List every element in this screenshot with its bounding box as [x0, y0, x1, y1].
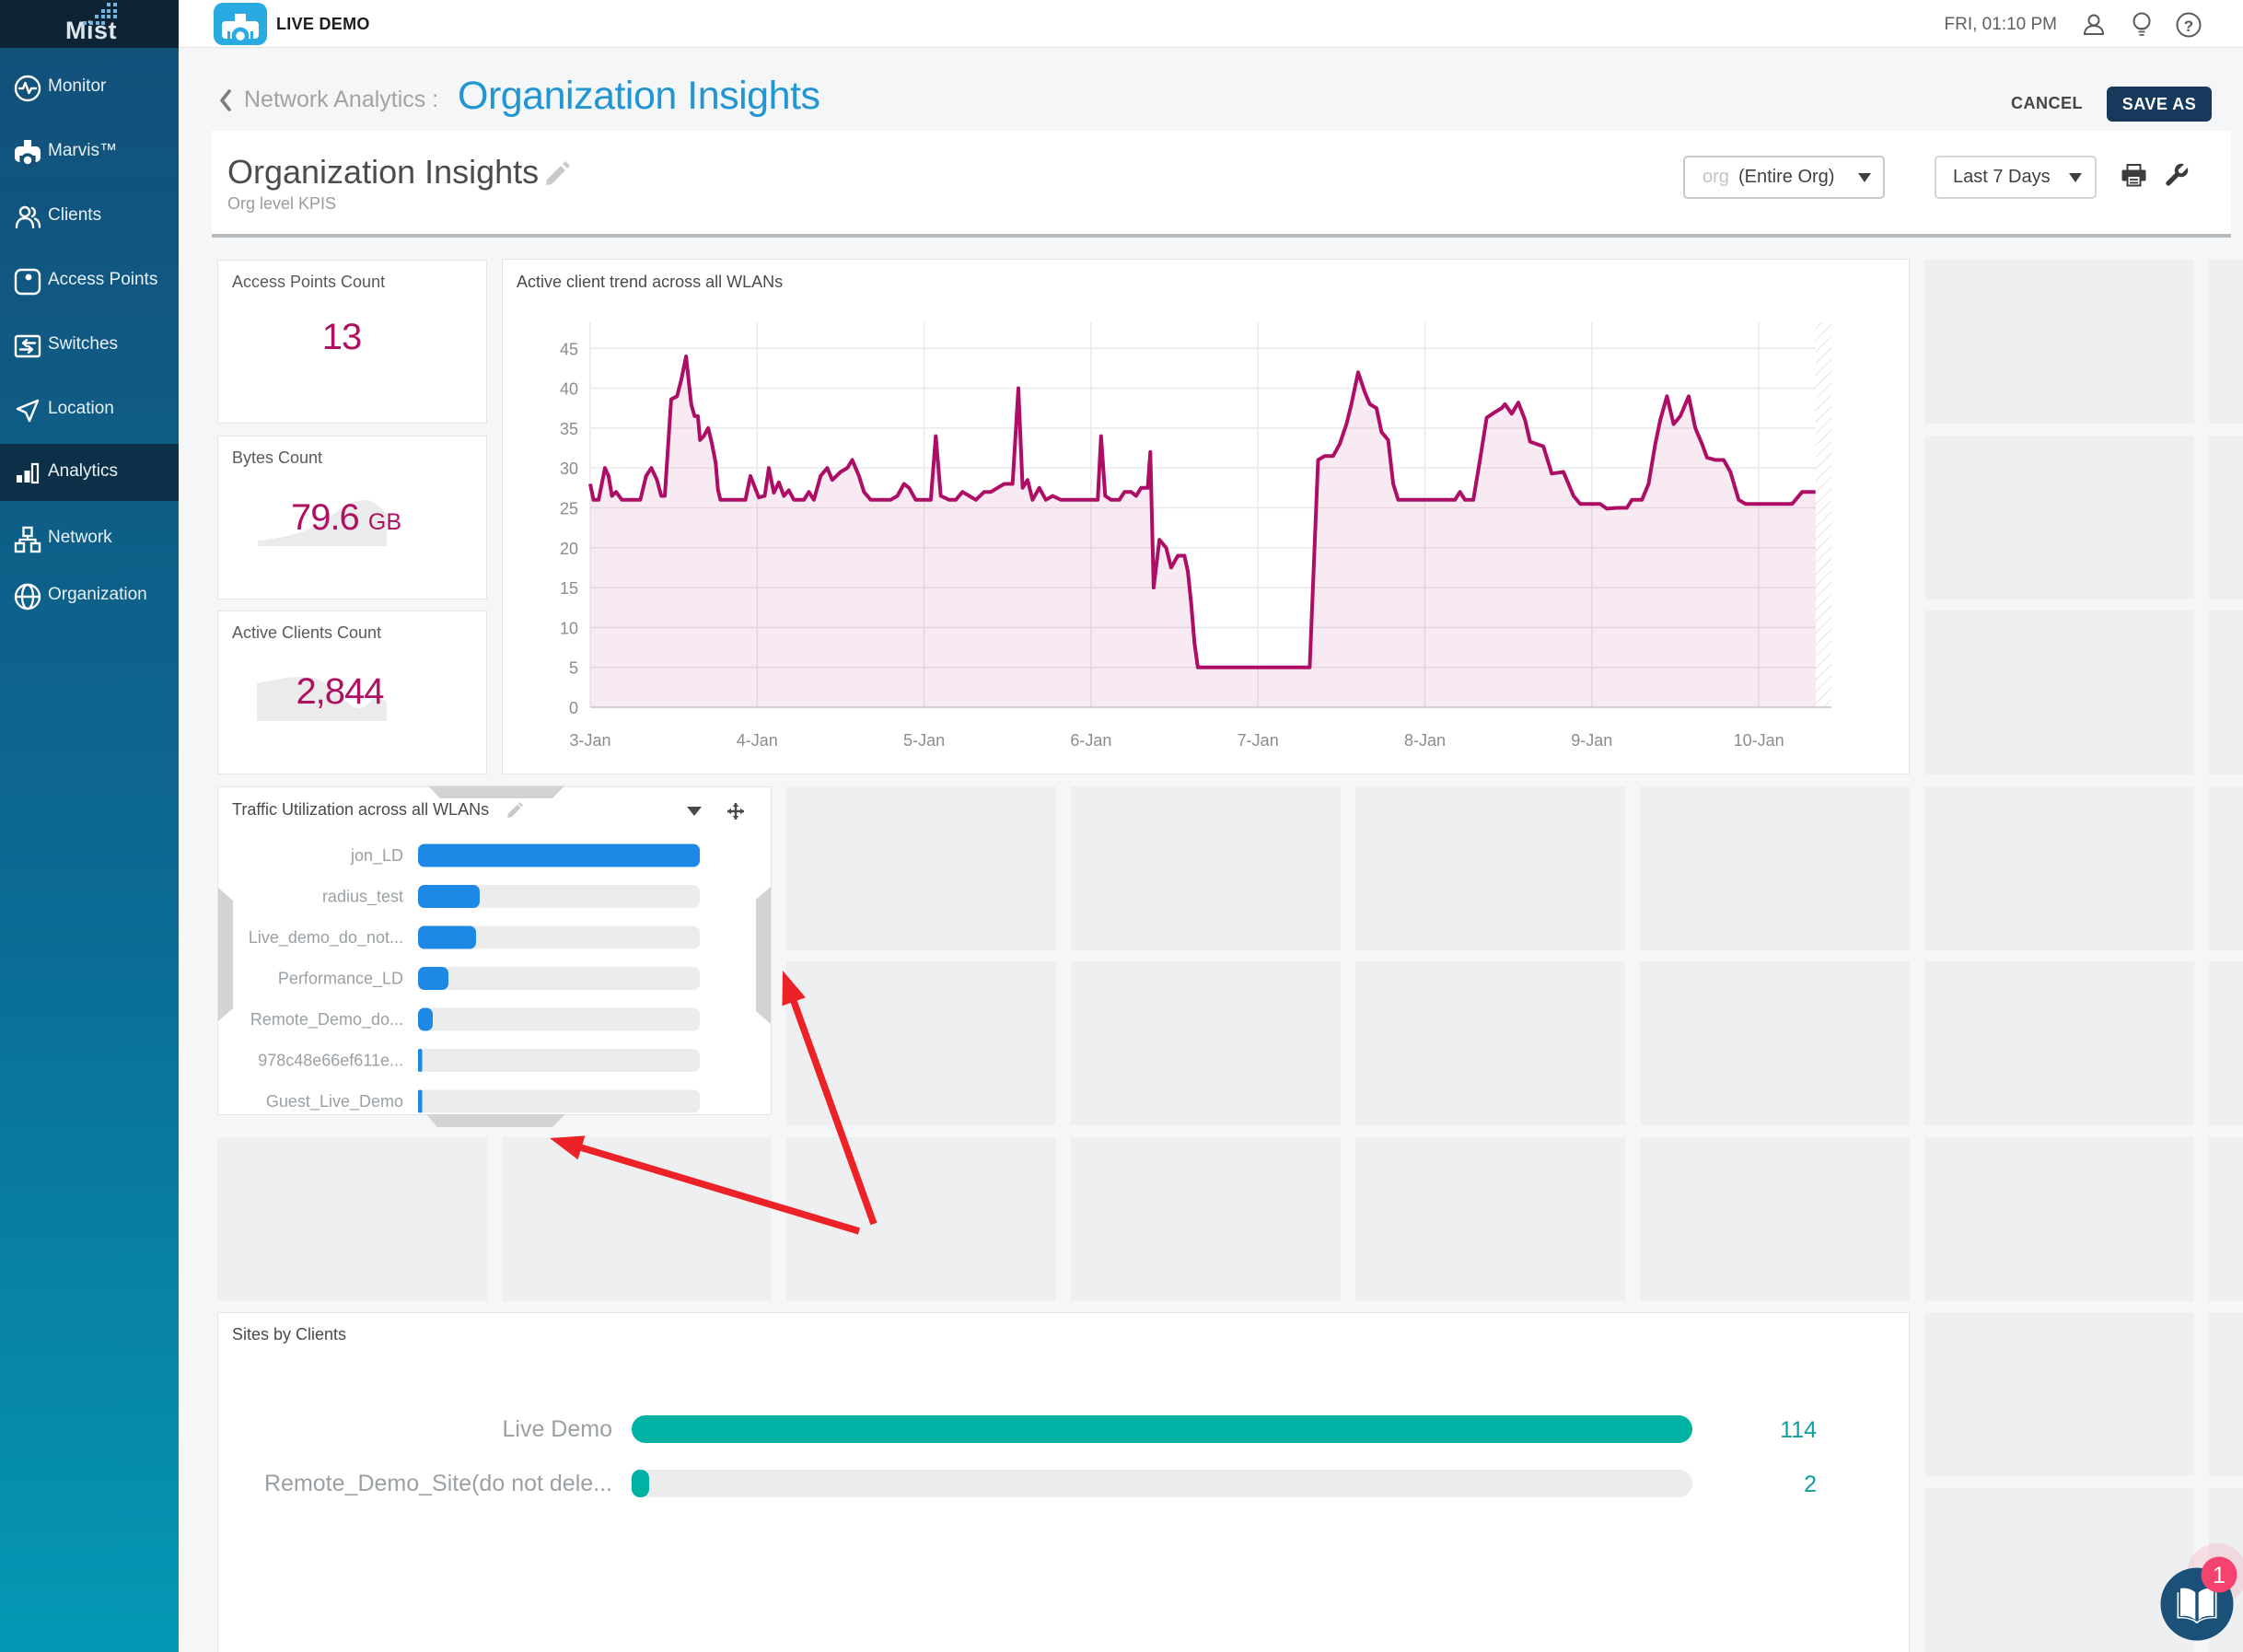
svg-text:Sites by Clients: Sites by Clients: [232, 1325, 346, 1344]
svg-text:40: 40: [560, 380, 578, 399]
svg-text:Live Demo: Live Demo: [503, 1416, 613, 1442]
svg-text:radius_test: radius_test: [322, 887, 403, 906]
svg-text:30: 30: [560, 460, 578, 478]
svg-text:25: 25: [560, 500, 578, 518]
svg-text:114: 114: [1780, 1417, 1817, 1443]
svg-text:5-Jan: 5-Jan: [903, 731, 945, 750]
svg-text:15: 15: [560, 579, 578, 598]
svg-text:Remote_Demo_do...: Remote_Demo_do...: [250, 1010, 403, 1030]
svg-text:35: 35: [560, 420, 578, 438]
svg-text:8-Jan: 8-Jan: [1404, 731, 1446, 750]
svg-text:5: 5: [569, 659, 578, 678]
svg-text:Remote_Demo_Site(do not dele..: Remote_Demo_Site(do not dele...: [264, 1471, 612, 1496]
svg-text:?: ?: [2184, 17, 2193, 35]
svg-text:1: 1: [2213, 1563, 2226, 1588]
svg-text:10: 10: [560, 619, 578, 637]
svg-text:20: 20: [560, 540, 578, 558]
svg-text:Active client trend across all: Active client trend across all WLANs: [517, 273, 783, 291]
svg-text:Performance_LD: Performance_LD: [278, 969, 403, 988]
svg-text:978c48e66ef611e...: 978c48e66ef611e...: [258, 1051, 403, 1069]
svg-text:0: 0: [569, 699, 578, 717]
svg-text:45: 45: [560, 340, 578, 358]
svg-text:4-Jan: 4-Jan: [737, 731, 778, 750]
svg-text:10-Jan: 10-Jan: [1734, 731, 1784, 750]
svg-text:Traffic Utilization across all: Traffic Utilization across all WLANs: [232, 800, 489, 819]
svg-text:Live_demo_do_not...: Live_demo_do_not...: [249, 928, 403, 948]
svg-text:9-Jan: 9-Jan: [1571, 731, 1612, 750]
svg-text:3-Jan: 3-Jan: [569, 731, 610, 750]
svg-text:Guest_Live_Demo: Guest_Live_Demo: [266, 1092, 403, 1111]
svg-text:7-Jan: 7-Jan: [1238, 731, 1279, 750]
svg-text:2: 2: [1804, 1472, 1817, 1497]
svg-text:6-Jan: 6-Jan: [1070, 731, 1111, 750]
svg-text:jon_LD: jon_LD: [350, 846, 403, 866]
